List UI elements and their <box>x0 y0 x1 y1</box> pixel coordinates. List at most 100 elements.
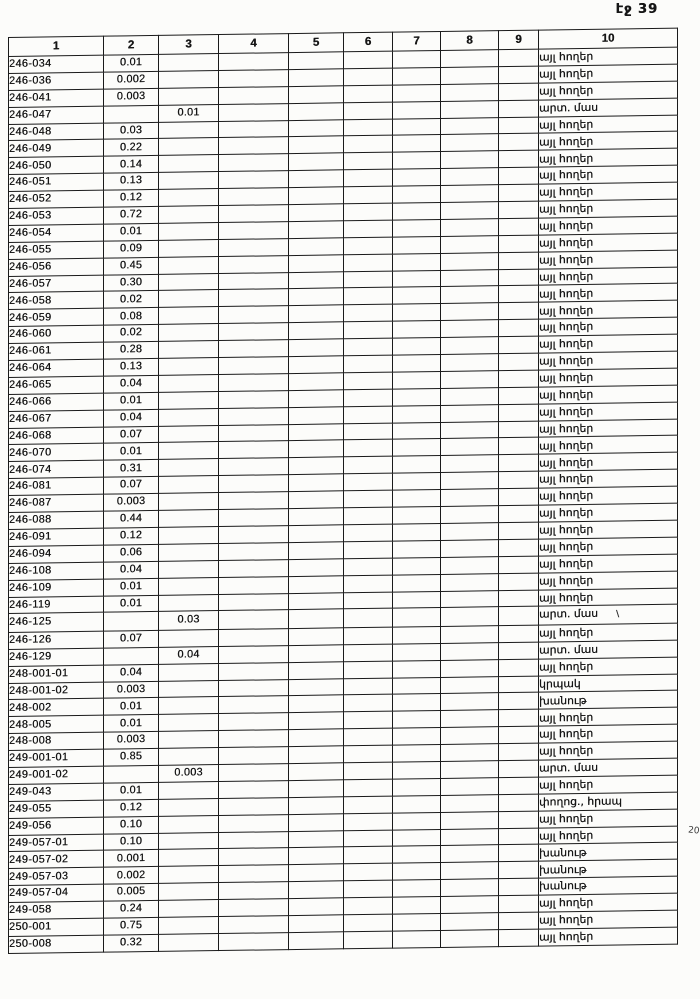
cell-empty <box>288 644 344 663</box>
cell-empty <box>440 167 499 186</box>
cell-empty <box>392 50 441 69</box>
cell-empty <box>392 761 441 780</box>
cell-empty <box>392 879 441 898</box>
cell-land-use: արտ. մաս <box>538 758 678 777</box>
cell-empty <box>440 201 499 220</box>
cell-parcel-code: 248-005 <box>8 715 104 734</box>
cell-land-use: խանութ <box>538 690 678 710</box>
cell-land-use: այլ հողեր <box>538 910 678 930</box>
cell-empty <box>392 337 441 356</box>
cell-empty <box>343 591 393 610</box>
cell-parcel-code: 249-001-02 <box>8 766 104 785</box>
cell-value-col3 <box>158 865 219 884</box>
cell-value-col2: 0.04 <box>103 561 159 579</box>
cell-empty <box>343 236 393 255</box>
cell-empty <box>288 847 344 865</box>
cell-empty <box>440 488 499 507</box>
cell-empty <box>288 796 344 815</box>
cell-land-use: այլ հողեր <box>538 131 678 151</box>
cell-empty <box>343 169 393 187</box>
cell-empty <box>498 675 539 694</box>
cell-empty <box>440 286 499 304</box>
cell-empty <box>498 437 539 456</box>
cell-empty <box>343 304 393 323</box>
cell-empty <box>392 693 441 712</box>
cell-empty <box>392 472 441 491</box>
cell-empty <box>343 220 393 238</box>
cell-land-use: այլ հողեր <box>538 536 678 556</box>
cell-value-col3 <box>158 391 219 410</box>
cell-empty <box>343 795 393 814</box>
cell-parcel-code: 249-001-01 <box>8 749 104 768</box>
cell-empty <box>440 100 499 119</box>
cell-empty <box>440 319 499 338</box>
cell-value-col2: 0.10 <box>103 816 159 834</box>
cell-empty <box>392 523 441 541</box>
cell-empty <box>440 83 499 102</box>
cell-empty <box>392 438 441 457</box>
cell-empty <box>498 99 539 118</box>
cell-empty <box>218 356 289 375</box>
cell-empty <box>392 219 441 237</box>
cell-empty <box>288 541 344 560</box>
cell-empty <box>392 727 441 746</box>
cell-empty <box>288 203 344 222</box>
cell-empty <box>343 101 393 120</box>
cell-land-use: այլ հողեր <box>538 418 678 438</box>
cell-empty <box>498 658 539 677</box>
cell-empty <box>440 184 499 203</box>
cell-value-col3 <box>158 222 219 241</box>
pencil-tick-mark: \ <box>615 609 619 620</box>
cell-parcel-code: 246-088 <box>8 511 104 530</box>
cell-empty <box>440 269 499 287</box>
cell-empty <box>392 913 441 932</box>
cell-land-use: այլ հողեր <box>538 266 678 286</box>
cell-empty <box>392 677 441 695</box>
cell-parcel-code: 246-094 <box>8 544 104 564</box>
cell-value-col3 <box>158 256 219 274</box>
cell-parcel-code: 246-068 <box>8 426 104 445</box>
cell-empty <box>218 103 289 122</box>
cell-empty <box>343 253 393 272</box>
cell-empty <box>288 881 344 899</box>
cell-value-col3 <box>158 798 219 817</box>
cell-empty <box>288 355 344 374</box>
cell-value-col3 <box>158 340 219 359</box>
cell-value-col2: 0.002 <box>103 71 159 89</box>
cell-empty <box>392 388 441 406</box>
cell-empty <box>392 829 441 847</box>
cell-empty <box>218 814 289 833</box>
cell-empty <box>218 491 289 510</box>
cell-empty <box>498 82 539 101</box>
cell-parcel-code: 246-048 <box>8 122 104 141</box>
cell-empty <box>218 864 289 883</box>
cell-parcel-code: 248-001-02 <box>8 681 104 700</box>
cell-empty <box>498 386 539 405</box>
cell-value-col2: 0.10 <box>103 832 159 851</box>
cell-parcel-code: 249-043 <box>8 783 104 802</box>
cell-empty <box>343 490 393 508</box>
cell-value-col2: 0.06 <box>103 544 159 562</box>
cell-parcel-code: 246-129 <box>8 647 104 667</box>
cell-empty <box>343 557 393 576</box>
cell-empty <box>218 187 289 206</box>
cell-empty <box>218 679 289 698</box>
cell-empty <box>440 218 499 237</box>
column-header-6: 6 <box>343 32 393 52</box>
cell-empty <box>288 507 344 526</box>
cell-empty <box>343 608 393 628</box>
cell-empty <box>343 84 393 103</box>
cell-value-col2 <box>103 647 159 665</box>
cell-empty <box>440 862 499 880</box>
cell-empty <box>218 272 289 291</box>
cell-value-col2: 0.04 <box>103 664 159 682</box>
cell-empty <box>440 539 499 558</box>
cell-empty <box>343 118 393 137</box>
cell-empty <box>218 898 289 917</box>
cell-empty <box>343 677 393 696</box>
cell-empty <box>440 845 499 863</box>
cell-empty <box>343 779 393 797</box>
cell-value-col3: 0.003 <box>158 764 219 783</box>
cell-value-col2: 0.12 <box>103 527 159 545</box>
cell-empty <box>392 744 441 763</box>
